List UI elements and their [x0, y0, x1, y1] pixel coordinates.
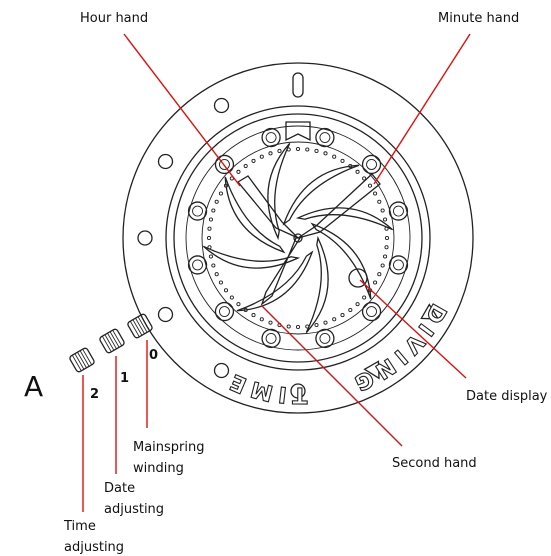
- dial-dot: [219, 281, 222, 284]
- logo: [286, 122, 310, 140]
- dial-screw: [316, 129, 334, 147]
- dial-dot: [224, 289, 227, 292]
- dial-dot: [260, 318, 263, 321]
- dial-dot: [269, 321, 272, 324]
- dial-dot: [385, 246, 388, 249]
- label-mainspring: Mainspring: [133, 440, 205, 455]
- dial-dot: [356, 170, 359, 173]
- dial-dot: [341, 159, 344, 162]
- dial-screw: [316, 329, 334, 347]
- bezel-marker: [158, 155, 172, 169]
- dial-dot: [219, 192, 222, 195]
- dial-dot: [381, 264, 384, 267]
- dial-screw: [393, 260, 403, 270]
- dial-screw: [262, 329, 280, 347]
- dial-screw: [219, 307, 229, 317]
- bezel-marker: [215, 98, 229, 112]
- dial-dot: [383, 218, 386, 221]
- dial-dot: [252, 313, 255, 316]
- dial-dot: [333, 155, 336, 158]
- dial-dot: [306, 148, 309, 151]
- bezel-text: DIVING: [346, 299, 451, 397]
- dial-dot: [385, 236, 388, 239]
- dial-dot: [237, 170, 240, 173]
- dial-screw: [389, 256, 407, 274]
- dial-dot: [215, 273, 218, 276]
- dial-screw: [215, 303, 233, 321]
- dial-screw: [266, 333, 276, 343]
- dial-dot: [208, 227, 211, 230]
- dial-blade: [268, 143, 290, 238]
- label-date-display: Date display: [466, 389, 548, 404]
- dial-dot: [349, 308, 352, 311]
- dial-dot: [378, 200, 381, 203]
- label-date-adjusting: adjusting: [104, 502, 164, 517]
- label-mainspring: winding: [133, 461, 184, 476]
- label-date-adjusting: Date: [104, 481, 135, 496]
- bezel-marker: [138, 231, 152, 245]
- label-minute-hand: Minute hand: [438, 11, 519, 26]
- dial-screw: [262, 129, 280, 147]
- dial-dot: [378, 273, 381, 276]
- dial-dot: [324, 152, 327, 155]
- dial-dot: [237, 303, 240, 306]
- bezel-text-diving: DIVING: [346, 299, 451, 397]
- dial-screw: [320, 133, 330, 143]
- dial-dot: [212, 264, 215, 267]
- crown-position: 1: [120, 371, 129, 386]
- dial-screw: [266, 133, 276, 143]
- dial-dot: [244, 164, 247, 167]
- dial-screw: [367, 159, 377, 169]
- dial-screw: [193, 206, 203, 216]
- dial-dot: [278, 149, 281, 152]
- dial-dot: [209, 218, 212, 221]
- dial-screw: [363, 155, 381, 173]
- dial-dot: [341, 313, 344, 316]
- dial-dot: [373, 192, 376, 195]
- dial-dot: [260, 155, 263, 158]
- crown-position: 0: [149, 348, 158, 363]
- dial-dot: [215, 200, 218, 203]
- dial-dot: [315, 149, 318, 152]
- label-time-adjusting: Time: [63, 519, 96, 534]
- dial-dot: [363, 296, 366, 299]
- dial-dot: [296, 325, 299, 328]
- dial-dot: [333, 318, 336, 321]
- dial-dot: [356, 303, 359, 306]
- dial-dot: [252, 159, 255, 162]
- label-second-hand: Second hand: [392, 456, 477, 471]
- dial-dot: [381, 209, 384, 212]
- dial-screw: [320, 333, 330, 343]
- marker-letter: A: [24, 370, 43, 403]
- dial-dot: [296, 147, 299, 150]
- crown-position: 2: [90, 387, 99, 402]
- label-time-adjusting: adjusting: [64, 540, 124, 555]
- dial-dot: [209, 255, 212, 258]
- dial-dot: [383, 255, 386, 258]
- bezel-marker: [293, 73, 303, 97]
- dial-screw: [393, 206, 403, 216]
- dial-dot: [373, 281, 376, 284]
- bezel-marker: [215, 364, 229, 378]
- dial-screw: [193, 260, 203, 270]
- dial-dot: [324, 321, 327, 324]
- dial-screw: [363, 303, 381, 321]
- dial-dot: [230, 296, 233, 299]
- dial-screw: [367, 307, 377, 317]
- dial-blade: [306, 238, 328, 333]
- dial-dot: [212, 209, 215, 212]
- watch-diagram: DIVING TIME Hour hand Minute hand Date d…: [0, 0, 551, 556]
- dial-screw: [389, 202, 407, 220]
- bezel-marker: [158, 308, 172, 322]
- dial-screw: [189, 256, 207, 274]
- dial-screw: [189, 202, 207, 220]
- label-hour-hand: Hour hand: [80, 11, 148, 26]
- leader-line: [124, 34, 240, 186]
- dial-dot: [269, 152, 272, 155]
- dial-dot: [287, 325, 290, 328]
- dial-dot: [368, 184, 371, 187]
- dial-dot: [207, 236, 210, 239]
- dial-dot: [315, 323, 318, 326]
